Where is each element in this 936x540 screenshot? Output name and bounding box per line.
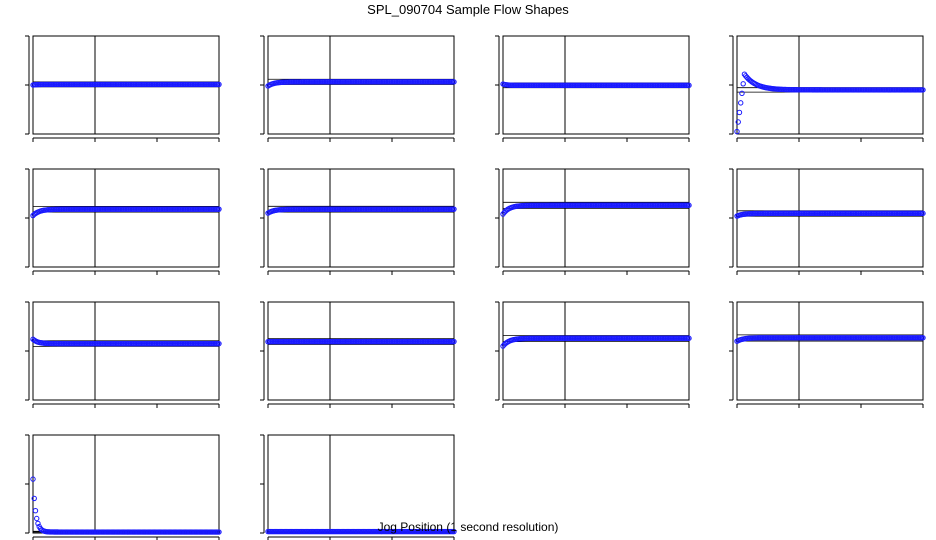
plot-frame [32, 301, 220, 401]
panel-2 [260, 35, 457, 142]
flow-point [216, 340, 222, 347]
flow-point [740, 81, 746, 87]
panel-7 [495, 168, 692, 275]
flow-points [500, 81, 692, 89]
flow-point [35, 520, 41, 527]
flow-points [265, 79, 457, 89]
flow-point [216, 529, 222, 535]
plot-frame [502, 168, 690, 268]
flow-points [265, 206, 457, 216]
figure-title: SPL_090704 Sample Flow Shapes [367, 2, 569, 17]
flow-point [739, 90, 745, 97]
plot-frame [32, 168, 220, 268]
plot-frame [267, 434, 455, 534]
flow-points [30, 81, 222, 88]
flow-points [265, 338, 457, 345]
flow-point [451, 206, 457, 212]
flow-point [686, 82, 692, 89]
plot-frame [267, 35, 455, 135]
panel-14 [260, 434, 457, 540]
flow-point [31, 495, 37, 502]
plot-frame [267, 301, 455, 401]
panel-1 [25, 35, 222, 142]
panel-6 [260, 168, 457, 275]
panel-13 [25, 434, 222, 540]
plot-frame [736, 168, 924, 268]
plot-frame [736, 35, 924, 135]
flow-point [738, 100, 744, 106]
flow-point [686, 202, 692, 208]
plot-frame [736, 301, 924, 401]
panel-9 [25, 301, 222, 408]
flow-points [734, 71, 926, 135]
flow-point [920, 335, 926, 341]
flow-points [30, 336, 222, 347]
panel-3 [495, 35, 692, 142]
flow-point [736, 109, 743, 116]
flow-point [686, 335, 692, 341]
flow-points [265, 528, 457, 535]
flow-point [920, 210, 926, 217]
panel-8 [729, 168, 926, 275]
flow-points [734, 335, 926, 344]
panel-12 [729, 301, 926, 408]
flow-points [500, 335, 692, 349]
flow-points [30, 476, 222, 535]
flow-point [34, 515, 40, 522]
flow-point [735, 119, 741, 125]
flow-point [216, 81, 222, 88]
flow-point [451, 528, 457, 535]
plot-frame [32, 434, 220, 534]
flow-points [500, 202, 692, 217]
panel-4 [729, 35, 926, 142]
flow-point [451, 79, 457, 85]
flow-point [734, 128, 740, 135]
figure-xlabel: Jog Position (1 second resolution) [378, 520, 559, 534]
flow-points [30, 206, 222, 219]
flow-point [216, 206, 222, 212]
flow-points [734, 210, 926, 219]
flow-point [451, 338, 457, 345]
panel-10 [260, 301, 457, 408]
panel-11 [495, 301, 692, 408]
panels-group [25, 35, 926, 540]
plot-frame [267, 168, 455, 268]
flow-point [30, 476, 36, 482]
flow-point [32, 508, 39, 514]
plot-frame [502, 301, 690, 401]
panel-5 [25, 168, 222, 275]
flow-point [920, 87, 926, 93]
